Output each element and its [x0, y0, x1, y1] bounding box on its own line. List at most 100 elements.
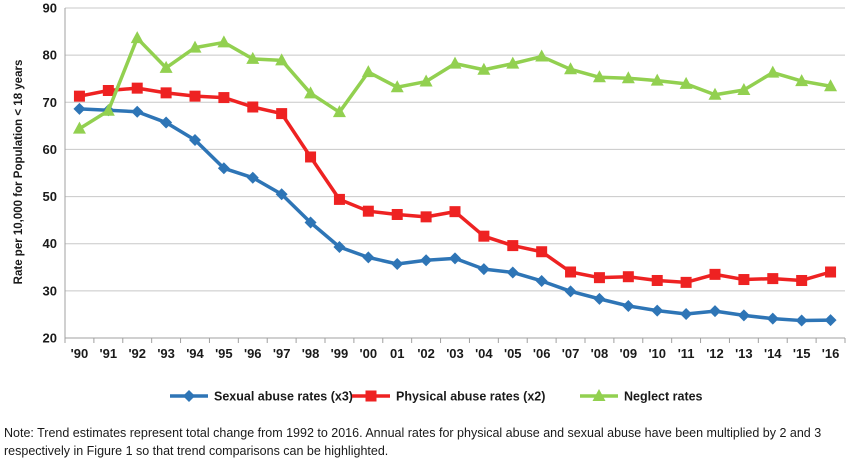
data-point — [737, 83, 751, 96]
series-3 — [72, 31, 838, 134]
data-point — [73, 102, 86, 115]
data-point — [449, 206, 461, 218]
data-point — [825, 266, 837, 278]
x-tick-label: '99 — [331, 346, 349, 361]
x-tick-label: '97 — [273, 346, 291, 361]
data-point — [305, 151, 317, 163]
data-point — [536, 246, 548, 258]
x-tick-label: '02 — [417, 346, 435, 361]
data-point — [824, 314, 837, 327]
data-point — [160, 87, 172, 99]
data-point — [448, 56, 462, 69]
data-point — [362, 251, 375, 264]
data-point — [766, 65, 780, 78]
series-lines — [72, 31, 838, 327]
data-point — [218, 92, 230, 104]
x-tick-label: '03 — [446, 346, 464, 361]
data-point — [709, 268, 721, 280]
data-point — [535, 274, 548, 287]
data-point — [507, 240, 519, 252]
y-tick-label: 40 — [43, 236, 57, 251]
data-point — [73, 90, 85, 102]
series-1 — [73, 102, 837, 327]
y-tick-label: 50 — [43, 189, 57, 204]
y-tick-label: 70 — [43, 95, 57, 110]
data-point — [419, 74, 433, 87]
data-point — [160, 116, 173, 129]
data-point — [247, 101, 259, 113]
data-point — [738, 274, 750, 286]
data-point — [130, 31, 144, 44]
data-point — [304, 86, 318, 99]
data-point — [622, 271, 634, 283]
data-point — [737, 309, 750, 322]
x-tick-label: '15 — [793, 346, 811, 361]
data-point — [564, 62, 578, 75]
data-point — [767, 273, 779, 285]
x-tick-label: '09 — [620, 346, 638, 361]
data-point — [477, 62, 491, 75]
data-point — [131, 82, 143, 94]
y-tick-label: 30 — [43, 283, 57, 298]
y-axis-title: Rate per 10,000 for Population < 18 year… — [13, 60, 25, 285]
data-point — [506, 56, 520, 69]
data-point — [795, 74, 809, 87]
data-point — [246, 171, 259, 184]
legend-label: Sexual abuse rates (x3) — [214, 390, 353, 404]
legend-label: Physical abuse rates (x2) — [396, 390, 545, 404]
data-point — [159, 60, 173, 73]
x-tick-label: '07 — [562, 346, 580, 361]
data-point — [131, 105, 144, 118]
data-point — [304, 216, 317, 229]
legend: Sexual abuse rates (x3) Physical abuse ra… — [170, 389, 703, 404]
legend-item: Sexual abuse rates (x3) — [170, 390, 353, 404]
data-point — [276, 108, 288, 120]
data-point — [709, 305, 721, 318]
x-tick-label: '12 — [706, 346, 724, 361]
data-point — [333, 241, 346, 254]
x-tick-label: '05 — [504, 346, 522, 361]
gridlines — [65, 7, 845, 339]
x-tick-label: '95 — [215, 346, 233, 361]
data-point — [332, 105, 346, 118]
data-point — [565, 266, 577, 278]
data-point — [506, 266, 519, 279]
data-point — [72, 121, 86, 134]
data-point — [651, 304, 664, 317]
series-2 — [73, 82, 837, 288]
y-tick-label: 80 — [43, 48, 57, 63]
x-tick-label: '94 — [186, 346, 204, 361]
data-point — [708, 87, 722, 100]
data-point — [651, 274, 663, 286]
line-chart: 20 30 40 50 60 70 80 90 '90 '91 '92 '93 '94 '95 '96 '97… — [13, 1, 846, 404]
legend-marker — [365, 390, 377, 402]
data-point — [391, 208, 403, 220]
data-point — [478, 230, 490, 242]
y-tick-label: 90 — [43, 1, 57, 16]
x-tick-label: '10 — [648, 346, 666, 361]
x-tick-label: '00 — [360, 346, 378, 361]
data-point — [189, 134, 201, 146]
data-point — [449, 252, 461, 265]
data-point — [535, 49, 549, 62]
data-point — [679, 76, 693, 89]
x-tick-label: '06 — [533, 346, 551, 361]
x-tick-label: '98 — [302, 346, 320, 361]
x-tick-label: 01 — [390, 346, 404, 361]
data-point — [420, 211, 432, 223]
data-point — [592, 70, 606, 83]
x-tick-label: '14 — [764, 346, 782, 361]
data-point — [621, 71, 635, 84]
data-point — [650, 73, 664, 86]
y-tick-label: 60 — [43, 142, 57, 157]
data-point — [477, 263, 490, 276]
x-tick-label: '90 — [71, 346, 89, 361]
x-tick-label: '93 — [157, 346, 175, 361]
x-tick-label: '04 — [475, 346, 493, 361]
data-point — [593, 272, 605, 284]
data-point — [102, 85, 114, 96]
data-point — [564, 285, 577, 298]
data-point — [188, 40, 202, 53]
data-point — [361, 65, 375, 78]
data-point — [622, 299, 635, 312]
